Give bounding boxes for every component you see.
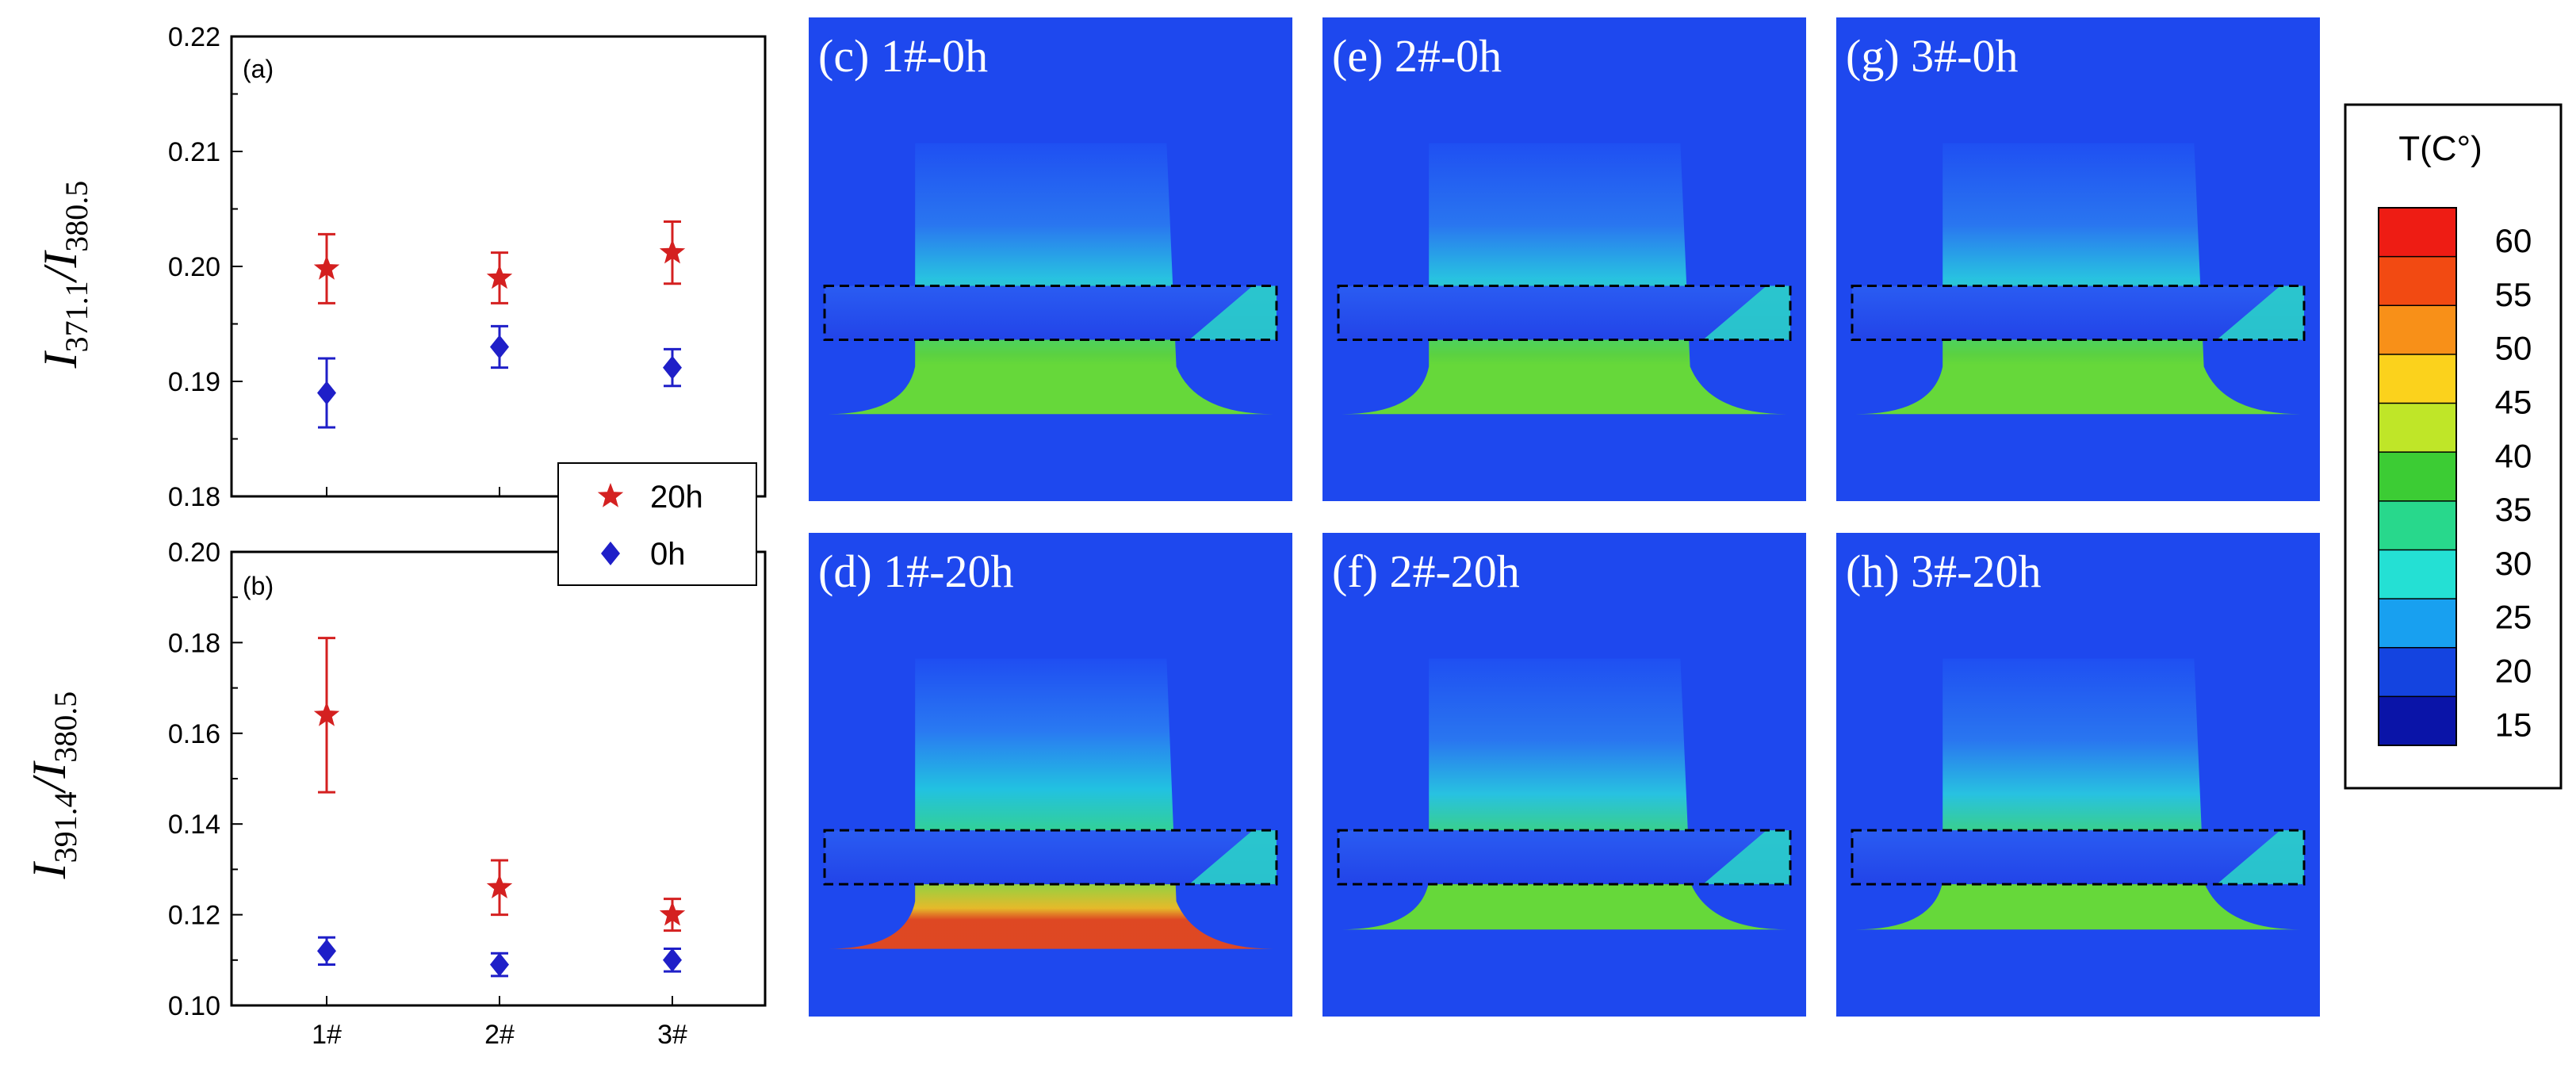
- x-tick-label: 1#: [312, 1020, 342, 1050]
- thermal-label-3: (g) 3#-0h: [1846, 30, 2018, 82]
- panel-b-ytick-label: 0.10: [168, 991, 220, 1021]
- panel-a-point-0h-3: [663, 355, 682, 380]
- dashed-region-box: [823, 285, 1278, 342]
- colorbar-tick-label: 60: [2495, 222, 2532, 259]
- panel-a-point-0h-2: [490, 335, 509, 359]
- colorbar-band: [2379, 305, 2456, 355]
- legend-label-0h: 0h: [650, 537, 686, 572]
- legend-marker-0h: [601, 542, 620, 565]
- legend-marker-20h: [597, 483, 624, 507]
- thermal-images: (c) 1#-0h (e) 2#-0h (g) 3#-0h (d) 1#-20h (f)…: [809, 17, 2320, 1017]
- panel-a-point-20h-2: [486, 264, 513, 289]
- panel-b-y-ticks: 0.10 0.12 0.14 0.16 0.18 0.20: [168, 538, 673, 1021]
- thermal-image-6: (h) 3#-20h: [1836, 533, 2320, 1017]
- panel-b-ytick-label: 0.20: [168, 538, 220, 568]
- x-tick-label: 3#: [657, 1020, 687, 1050]
- panel-b-ytick-label: 0.18: [168, 628, 220, 658]
- panel-b-point-20h-2: [486, 874, 513, 898]
- colorbar-tick-label: 35: [2495, 491, 2532, 528]
- panel-a-y-ticks: 0.18 0.19 0.20 0.21 0.22: [168, 22, 673, 512]
- panel-b-frame: [230, 550, 767, 1007]
- legend-label-20h: 20h: [650, 480, 703, 515]
- thermal-label-1: (c) 1#-0h: [818, 30, 988, 82]
- panel-b-chart: (b) 0.10 0.12 0.14 0.16 0.18 0.20 1# 2# 3# I391…: [23, 538, 767, 1050]
- colorbar-band: [2379, 696, 2456, 746]
- panel-b-point-0h-2: [490, 952, 509, 977]
- colorbar-band: [2379, 549, 2456, 599]
- colorbar-band: [2379, 599, 2456, 649]
- panel-a-ytick-label: 0.21: [168, 137, 220, 167]
- dashed-region-box: [1337, 829, 1792, 886]
- panel-b-label: (b): [243, 572, 274, 600]
- panel-a-ytick-label: 0.18: [168, 482, 220, 512]
- colorbar-tick-label: 25: [2495, 599, 2532, 636]
- thermal-image-5: (f) 2#-20h: [1322, 533, 1806, 1017]
- x-axis-ticks: 1# 2# 3#: [312, 1020, 687, 1050]
- dashed-region-box: [1851, 829, 2306, 886]
- legend: 20h 0h: [557, 462, 757, 586]
- colorbar-band: [2379, 354, 2456, 404]
- colorbar-title: T(C°): [2398, 129, 2482, 168]
- thermal-label-6: (h) 3#-20h: [1846, 546, 2041, 597]
- dashed-region-box: [1337, 285, 1792, 342]
- thermal-image-4: (d) 1#-20h: [809, 533, 1292, 1017]
- colorbar-tick-label: 40: [2495, 437, 2532, 474]
- thermal-image-2: (e) 2#-0h: [1322, 17, 1806, 501]
- colorbar: T(C°) 60 55 50 45 40 35 30 25 20 15: [2344, 103, 2563, 790]
- colorbar-tick-label: 45: [2495, 383, 2532, 420]
- panel-b-ytick-label: 0.16: [168, 719, 220, 749]
- colorbar-band: [2379, 403, 2456, 453]
- colorbar-band: [2379, 647, 2456, 697]
- panel-a-ytick-label: 0.19: [168, 367, 220, 397]
- colorbar-tick-label: 30: [2495, 545, 2532, 582]
- panel-a-point-20h-3: [659, 239, 686, 264]
- colorbar-band: [2379, 500, 2456, 550]
- colorbar-band: [2379, 256, 2456, 306]
- panel-a-ylabel: I371.1/I380.5: [34, 181, 94, 370]
- colorbar-tick-label: 20: [2495, 652, 2532, 689]
- thermal-label-4: (d) 1#-20h: [818, 546, 1013, 597]
- thermal-label-2: (e) 2#-0h: [1332, 30, 1502, 82]
- dashed-region-box: [823, 829, 1278, 886]
- colorbar-tick-label: 55: [2495, 276, 2532, 313]
- colorbar-tick-label: 15: [2495, 706, 2532, 743]
- panel-b-ylabel: I391.4/I380.5: [23, 691, 83, 880]
- legend-box: [557, 462, 757, 586]
- thermal-image-3: (g) 3#-0h: [1836, 17, 2320, 501]
- panel-b-point-20h-1: [313, 701, 340, 726]
- thermal-image-1: (c) 1#-0h: [809, 17, 1292, 501]
- panel-a-chart: (a) 0.18 0.19 0.20 0.21 0.22 I371.1/I380.5: [34, 22, 767, 512]
- panel-b-marks: [313, 637, 686, 978]
- panel-b-point-0h-1: [317, 939, 336, 963]
- panel-a-label: (a): [243, 55, 274, 83]
- panel-b-point-20h-3: [659, 901, 686, 926]
- thermal-label-5: (f) 2#-20h: [1332, 546, 1520, 597]
- panel-b-point-0h-3: [663, 948, 682, 972]
- panel-a-ytick-label: 0.22: [168, 22, 220, 52]
- colorbar-tick-label: 50: [2495, 330, 2532, 367]
- panel-a-ytick-label: 0.20: [168, 252, 220, 282]
- panel-a-marks: [313, 220, 686, 429]
- x-tick-label: 2#: [484, 1020, 515, 1050]
- dashed-region-box: [1851, 285, 2306, 342]
- panel-a-point-20h-1: [313, 255, 340, 280]
- colorbar-band: [2379, 452, 2456, 502]
- panel-b-ytick-label: 0.12: [168, 901, 220, 931]
- panel-a-point-0h-1: [317, 381, 336, 405]
- panel-b-ytick-label: 0.14: [168, 810, 220, 840]
- colorbar-band: [2379, 208, 2456, 258]
